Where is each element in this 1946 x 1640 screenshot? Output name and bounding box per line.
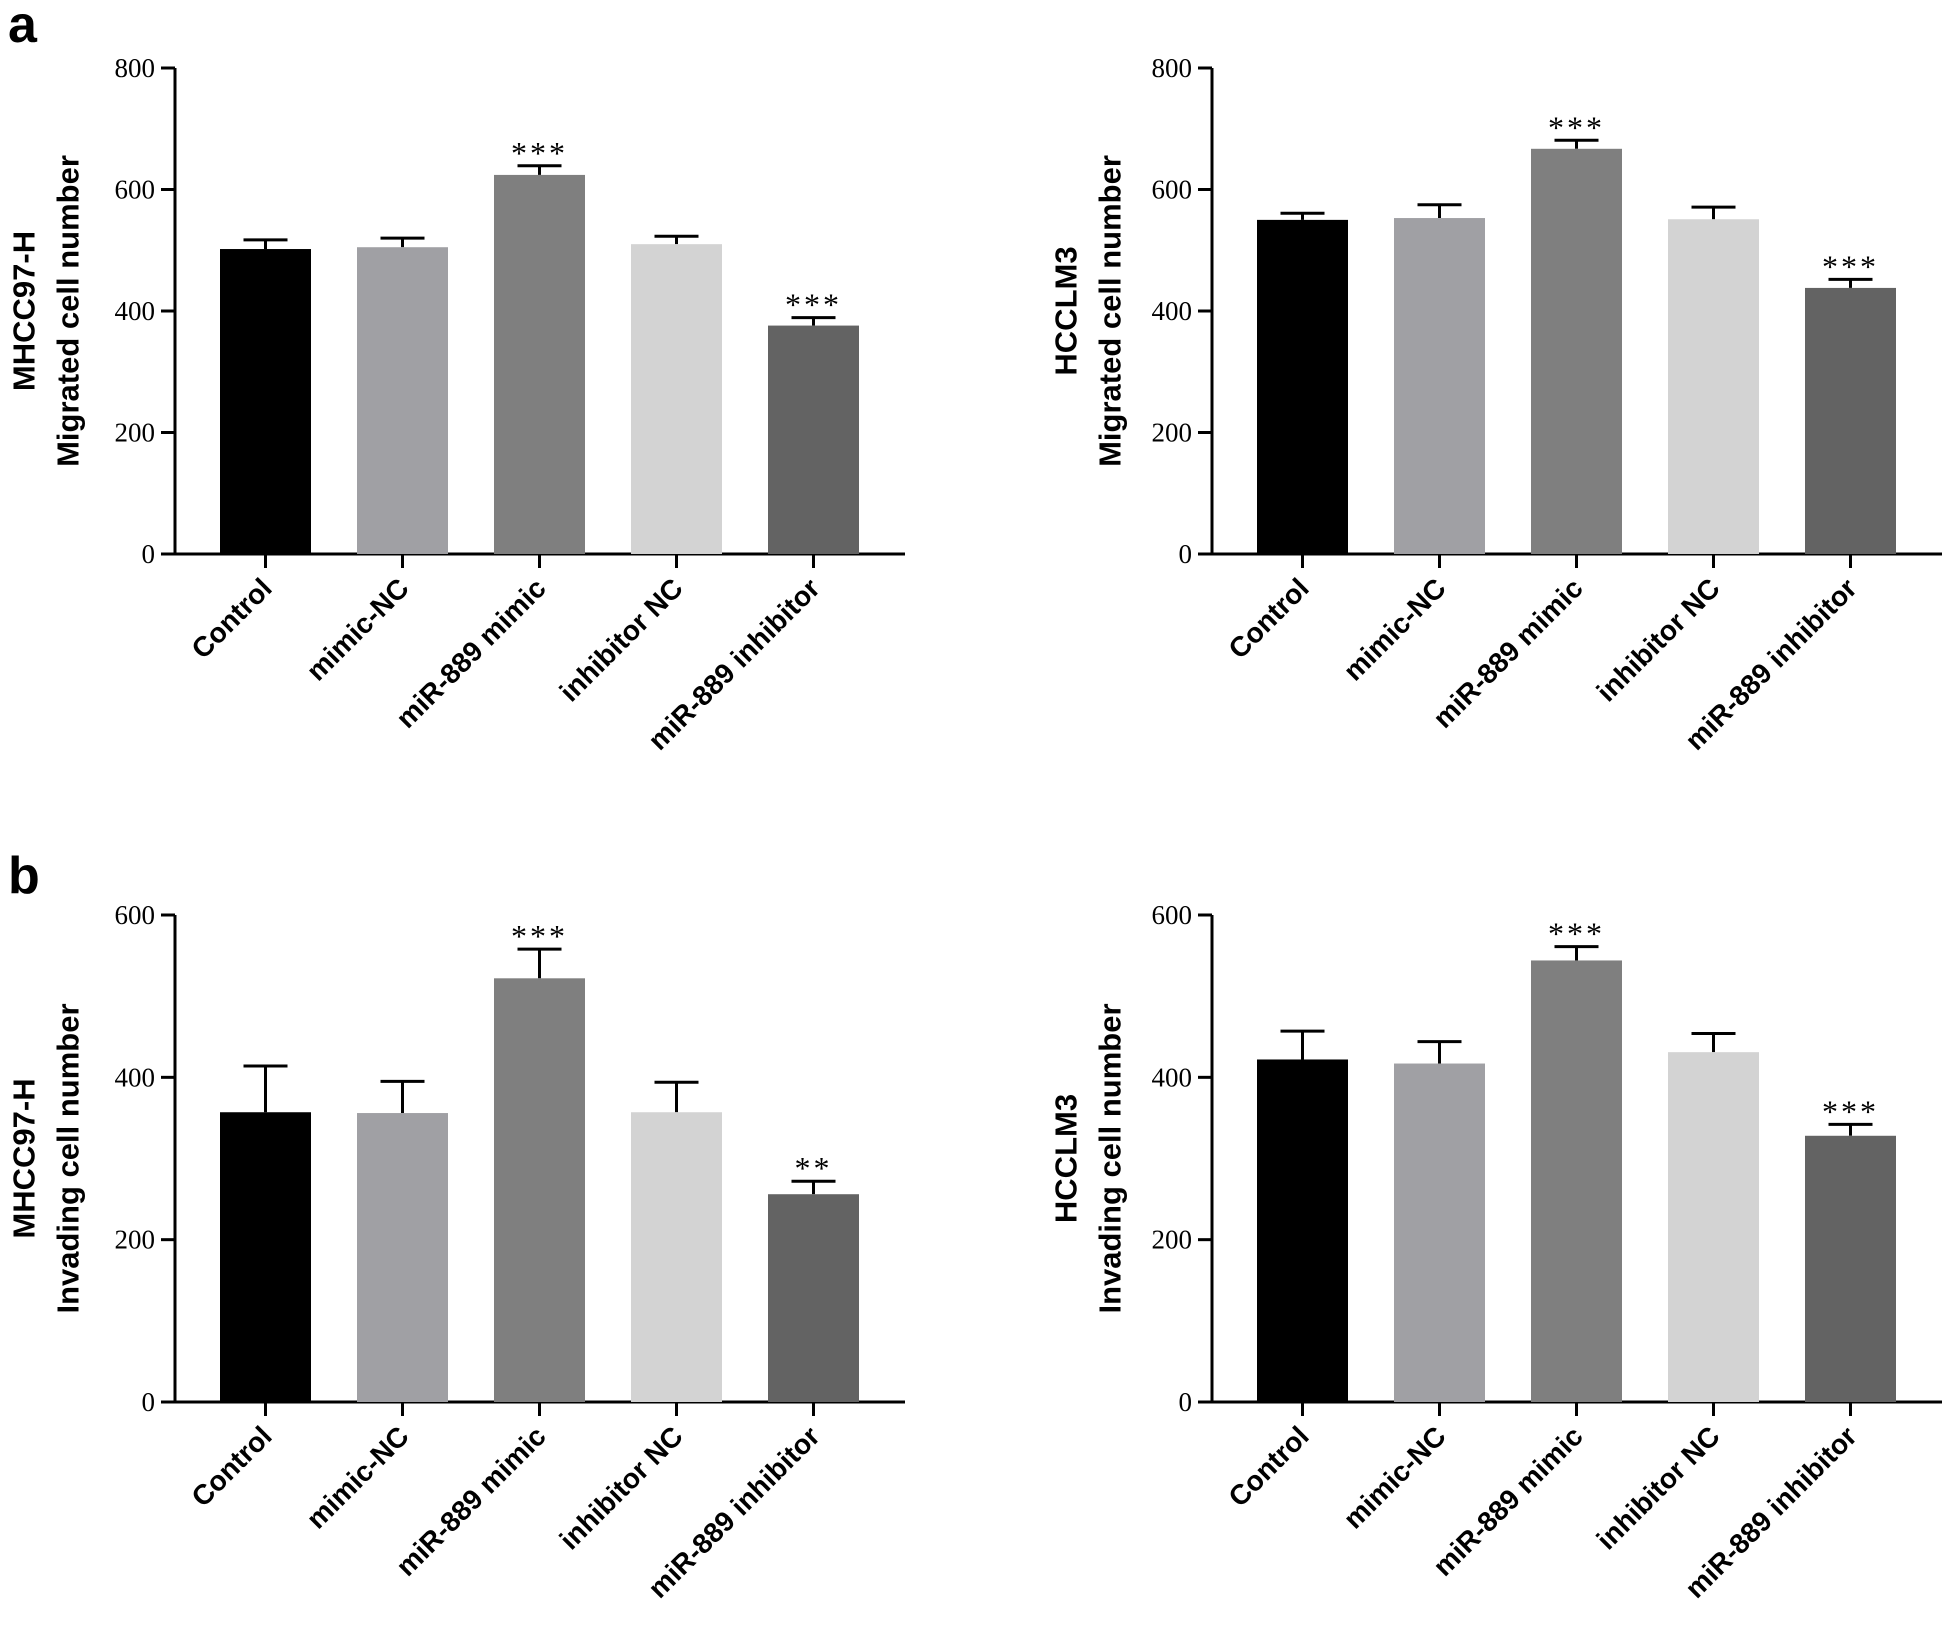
y-tick-label: 400	[115, 1062, 156, 1092]
x-tick-label: miR-889 mimic	[390, 572, 552, 734]
x-tick-label: miR-889 mimic	[1427, 572, 1589, 734]
y-tick-label: 600	[1152, 175, 1193, 205]
bar	[1531, 960, 1622, 1402]
bar	[631, 244, 722, 555]
y-tick-label: 600	[115, 175, 156, 205]
y-tick-label: 800	[115, 53, 156, 83]
y-tick-label: 200	[1152, 418, 1193, 448]
bar	[357, 247, 448, 554]
x-tick-label: mimic-NC	[300, 1420, 414, 1534]
bar	[768, 1194, 859, 1402]
x-tick-label: Control	[1222, 1420, 1314, 1512]
y-tick-label: 0	[1179, 539, 1193, 569]
chart-a-hcclm3-migration: HCCLM3 Migrated cell number 0 200 400 600 800 C…	[1049, 53, 1942, 756]
y-axis-label-line1: MHCC97-H	[7, 1078, 42, 1238]
y-tick-label: 0	[142, 539, 156, 569]
x-tick-label: inhibitor NC	[554, 1420, 689, 1555]
panel-label-b: b	[8, 847, 40, 905]
x-tick-label: inhibitor NC	[554, 572, 689, 707]
x-tick-label: miR-889 mimic	[390, 1420, 552, 1582]
x-tick-label: Control	[1222, 572, 1314, 664]
y-axis-label-line2: Migrated cell number	[51, 155, 86, 467]
y-axis-label-line2: Invading cell number	[51, 1003, 86, 1313]
significance-marker: ***	[1822, 1093, 1879, 1129]
y-tick-label: 400	[115, 296, 156, 326]
bar	[1394, 1063, 1485, 1402]
chart-a-mhcc97h-migration: MHCC97-H Migrated cell number 0 200 400 600 80…	[7, 53, 905, 756]
panel-label-a: a	[8, 0, 38, 54]
y-tick-label: 0	[1179, 1387, 1193, 1417]
bar	[220, 249, 311, 554]
x-tick-label: inhibitor NC	[1591, 572, 1726, 707]
significance-marker: ***	[1822, 248, 1879, 284]
bar	[768, 325, 859, 554]
y-tick-label: 400	[1152, 1062, 1193, 1092]
y-axis-label-line1: HCCLM3	[1049, 1094, 1084, 1223]
bar	[357, 1113, 448, 1402]
bar	[494, 978, 585, 1402]
significance-marker: ***	[511, 135, 568, 171]
significance-marker: ***	[1548, 916, 1605, 952]
significance-marker: ***	[785, 287, 842, 323]
x-tick-label: Control	[185, 1420, 277, 1512]
x-tick-label: miR-889 mimic	[1427, 1420, 1589, 1582]
y-tick-label: 400	[1152, 296, 1193, 326]
bar	[1394, 218, 1485, 555]
y-tick-label: 200	[115, 418, 156, 448]
chart-b-hcclm3-invasion: HCCLM3 Invading cell number 0 200 400 600 Cont…	[1049, 900, 1942, 1604]
y-tick-label: 0	[142, 1387, 156, 1417]
significance-marker: ***	[511, 918, 568, 954]
significance-marker: ***	[1548, 109, 1605, 145]
bar	[220, 1112, 311, 1402]
y-axis-label-line1: MHCC97-H	[7, 231, 42, 391]
y-tick-label: 800	[1152, 53, 1193, 83]
bar	[1805, 1135, 1896, 1402]
x-tick-label: mimic-NC	[1337, 572, 1451, 686]
bar	[1668, 1052, 1759, 1402]
y-tick-label: 200	[115, 1225, 156, 1255]
bar	[1257, 1059, 1348, 1402]
bar	[1668, 219, 1759, 554]
y-tick-label: 600	[1152, 900, 1193, 930]
x-tick-label: mimic-NC	[300, 572, 414, 686]
x-tick-label: inhibitor NC	[1591, 1420, 1726, 1555]
bar	[1531, 148, 1622, 555]
y-axis-label-line2: Migrated cell number	[1093, 155, 1128, 467]
bar	[1257, 219, 1348, 554]
x-tick-label: mimic-NC	[1337, 1420, 1451, 1534]
y-tick-label: 200	[1152, 1225, 1193, 1255]
bar	[631, 1112, 722, 1402]
bar	[1805, 287, 1896, 554]
y-axis-label-line1: HCCLM3	[1049, 246, 1084, 375]
chart-b-mhcc97h-invasion: MHCC97-H Invading cell number 0 200 400 600 Co…	[7, 900, 905, 1604]
significance-marker: **	[795, 1150, 833, 1186]
y-axis-label-line2: Invading cell number	[1093, 1003, 1128, 1313]
bar	[494, 174, 585, 555]
y-tick-label: 600	[115, 900, 156, 930]
x-tick-label: Control	[185, 572, 277, 664]
